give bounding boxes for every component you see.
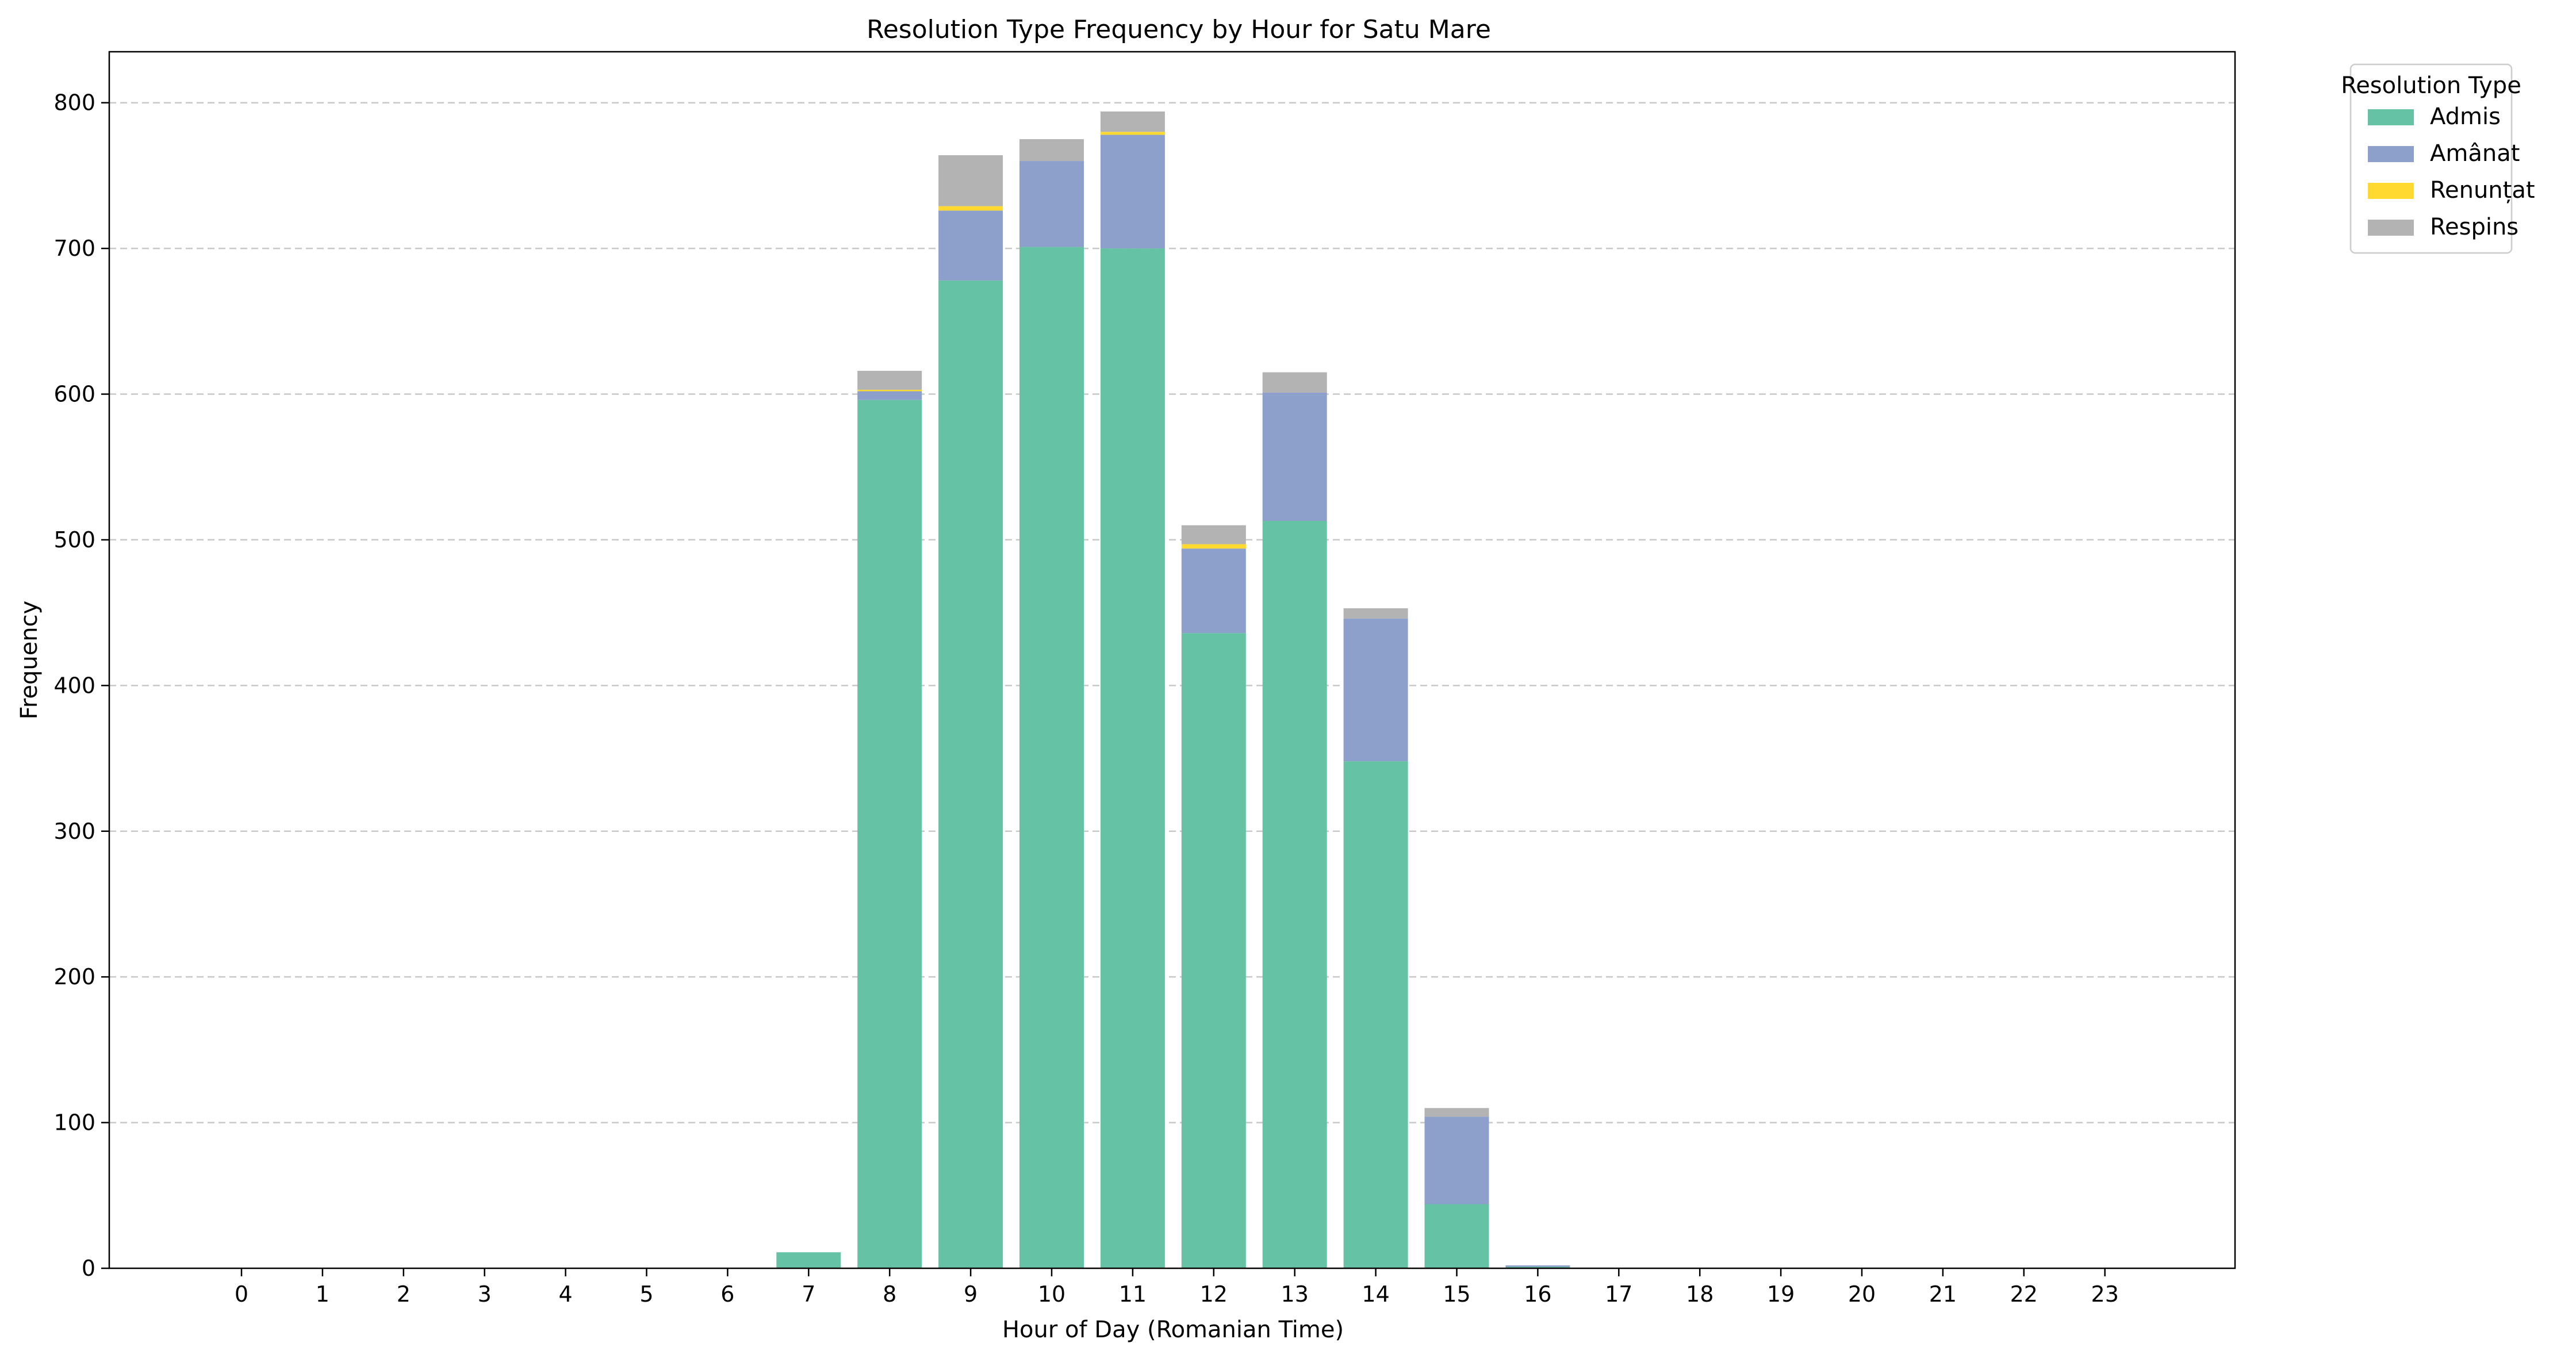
bar-admis-7 (776, 1252, 841, 1268)
legend-label: Amânat (2430, 140, 2520, 167)
bar-admis-13 (1262, 520, 1327, 1268)
legend: Resolution Type Admis Amânat Renunțat Respi… (2341, 63, 2535, 254)
x-tick-label: 4 (559, 1282, 573, 1307)
bar-admis-14 (1343, 761, 1408, 1268)
x-tick-label: 9 (964, 1282, 977, 1307)
bar-respins-9 (938, 155, 1003, 206)
x-tick-label: 2 (397, 1282, 411, 1307)
plot-frame (108, 51, 2236, 1269)
bar-amanat-14 (1343, 618, 1408, 762)
bar-amanat-16 (1505, 1265, 1570, 1267)
x-tick-label: 5 (639, 1282, 653, 1307)
x-axis: 0 1 2 3 4 5 6 7 8 9 10 11 12 13 14 15 16 17 18 19 20 21 22 23 (235, 1268, 2119, 1307)
y-tick-label: 100 (53, 1110, 95, 1135)
legend-title: Resolution Type (2341, 72, 2521, 99)
y-tick-label: 300 (53, 819, 95, 844)
bar-respins-10 (1019, 139, 1084, 162)
bar-respins-11 (1100, 111, 1165, 132)
bar-amanat-9 (938, 210, 1003, 281)
bar-admis-16 (1505, 1267, 1570, 1268)
y-tick-label: 400 (53, 673, 95, 698)
legend-swatch (2368, 183, 2414, 199)
x-tick-label: 17 (1605, 1282, 1632, 1307)
x-tick-label: 10 (1038, 1282, 1065, 1307)
bar-amanat-15 (1424, 1117, 1489, 1204)
x-tick-label: 7 (802, 1282, 815, 1307)
bar-amanat-13 (1262, 392, 1327, 521)
x-tick-label: 0 (235, 1282, 248, 1307)
y-tick-label: 700 (53, 236, 95, 261)
x-tick-label: 23 (2091, 1282, 2119, 1307)
x-tick-label: 15 (1443, 1282, 1470, 1307)
bar-respins-14 (1343, 608, 1408, 619)
x-tick-label: 3 (478, 1282, 492, 1307)
x-tick-label: 22 (2010, 1282, 2038, 1307)
x-tick-label: 18 (1686, 1282, 1713, 1307)
legend-swatch (2368, 146, 2414, 162)
legend-label: Respins (2430, 214, 2518, 240)
x-axis-label: Hour of Day (Romanian Time) (1002, 1317, 1344, 1343)
legend-label: Admis (2430, 103, 2501, 130)
bar-amanat-11 (1100, 135, 1165, 249)
bar-admis-11 (1100, 248, 1165, 1268)
bar-renuntat-12 (1181, 544, 1246, 549)
legend-swatch (2368, 220, 2414, 236)
x-tick-label: 12 (1200, 1282, 1228, 1307)
bar-respins-15 (1424, 1108, 1489, 1117)
gridlines (109, 102, 2235, 1123)
bar-renuntat-8 (857, 389, 922, 392)
bar-admis-12 (1181, 633, 1246, 1268)
x-tick-label: 20 (1848, 1282, 1876, 1307)
y-tick-label: 200 (53, 964, 95, 989)
x-tick-label: 1 (316, 1282, 329, 1307)
x-tick-label: 21 (1929, 1282, 1957, 1307)
bar-admis-8 (857, 400, 922, 1268)
x-tick-label: 8 (883, 1282, 896, 1307)
chart-title: Resolution Type Frequency by Hour for Sa… (867, 15, 1491, 44)
bar-admis-9 (938, 280, 1003, 1269)
x-tick-label: 11 (1119, 1282, 1147, 1307)
y-tick-label: 600 (53, 382, 95, 407)
x-tick-label: 19 (1767, 1282, 1795, 1307)
x-tick-label: 16 (1524, 1282, 1551, 1307)
x-tick-label: 6 (720, 1282, 734, 1307)
bar-amanat-12 (1181, 548, 1246, 634)
bar-renuntat-11 (1100, 132, 1165, 135)
y-tick-label: 0 (82, 1256, 95, 1281)
y-tick-label: 500 (53, 527, 95, 553)
bar-amanat-8 (857, 391, 922, 400)
legend-label: Renunțat (2430, 177, 2535, 204)
bar-admis-10 (1019, 247, 1084, 1269)
x-tick-label: 13 (1281, 1282, 1309, 1307)
bars (776, 111, 1570, 1269)
bar-respins-13 (1262, 372, 1327, 393)
bar-respins-12 (1181, 525, 1246, 544)
bar-amanat-10 (1019, 161, 1084, 247)
legend-swatch (2368, 109, 2414, 125)
y-axis: 0 100 200 300 400 500 600 700 800 (53, 90, 109, 1281)
y-axis-label: Frequency (16, 601, 43, 720)
y-tick-label: 800 (53, 90, 95, 116)
x-tick-label: 14 (1362, 1282, 1389, 1307)
bar-respins-8 (857, 370, 922, 390)
bar-renuntat-9 (938, 206, 1003, 211)
bar-admis-15 (1424, 1204, 1489, 1268)
